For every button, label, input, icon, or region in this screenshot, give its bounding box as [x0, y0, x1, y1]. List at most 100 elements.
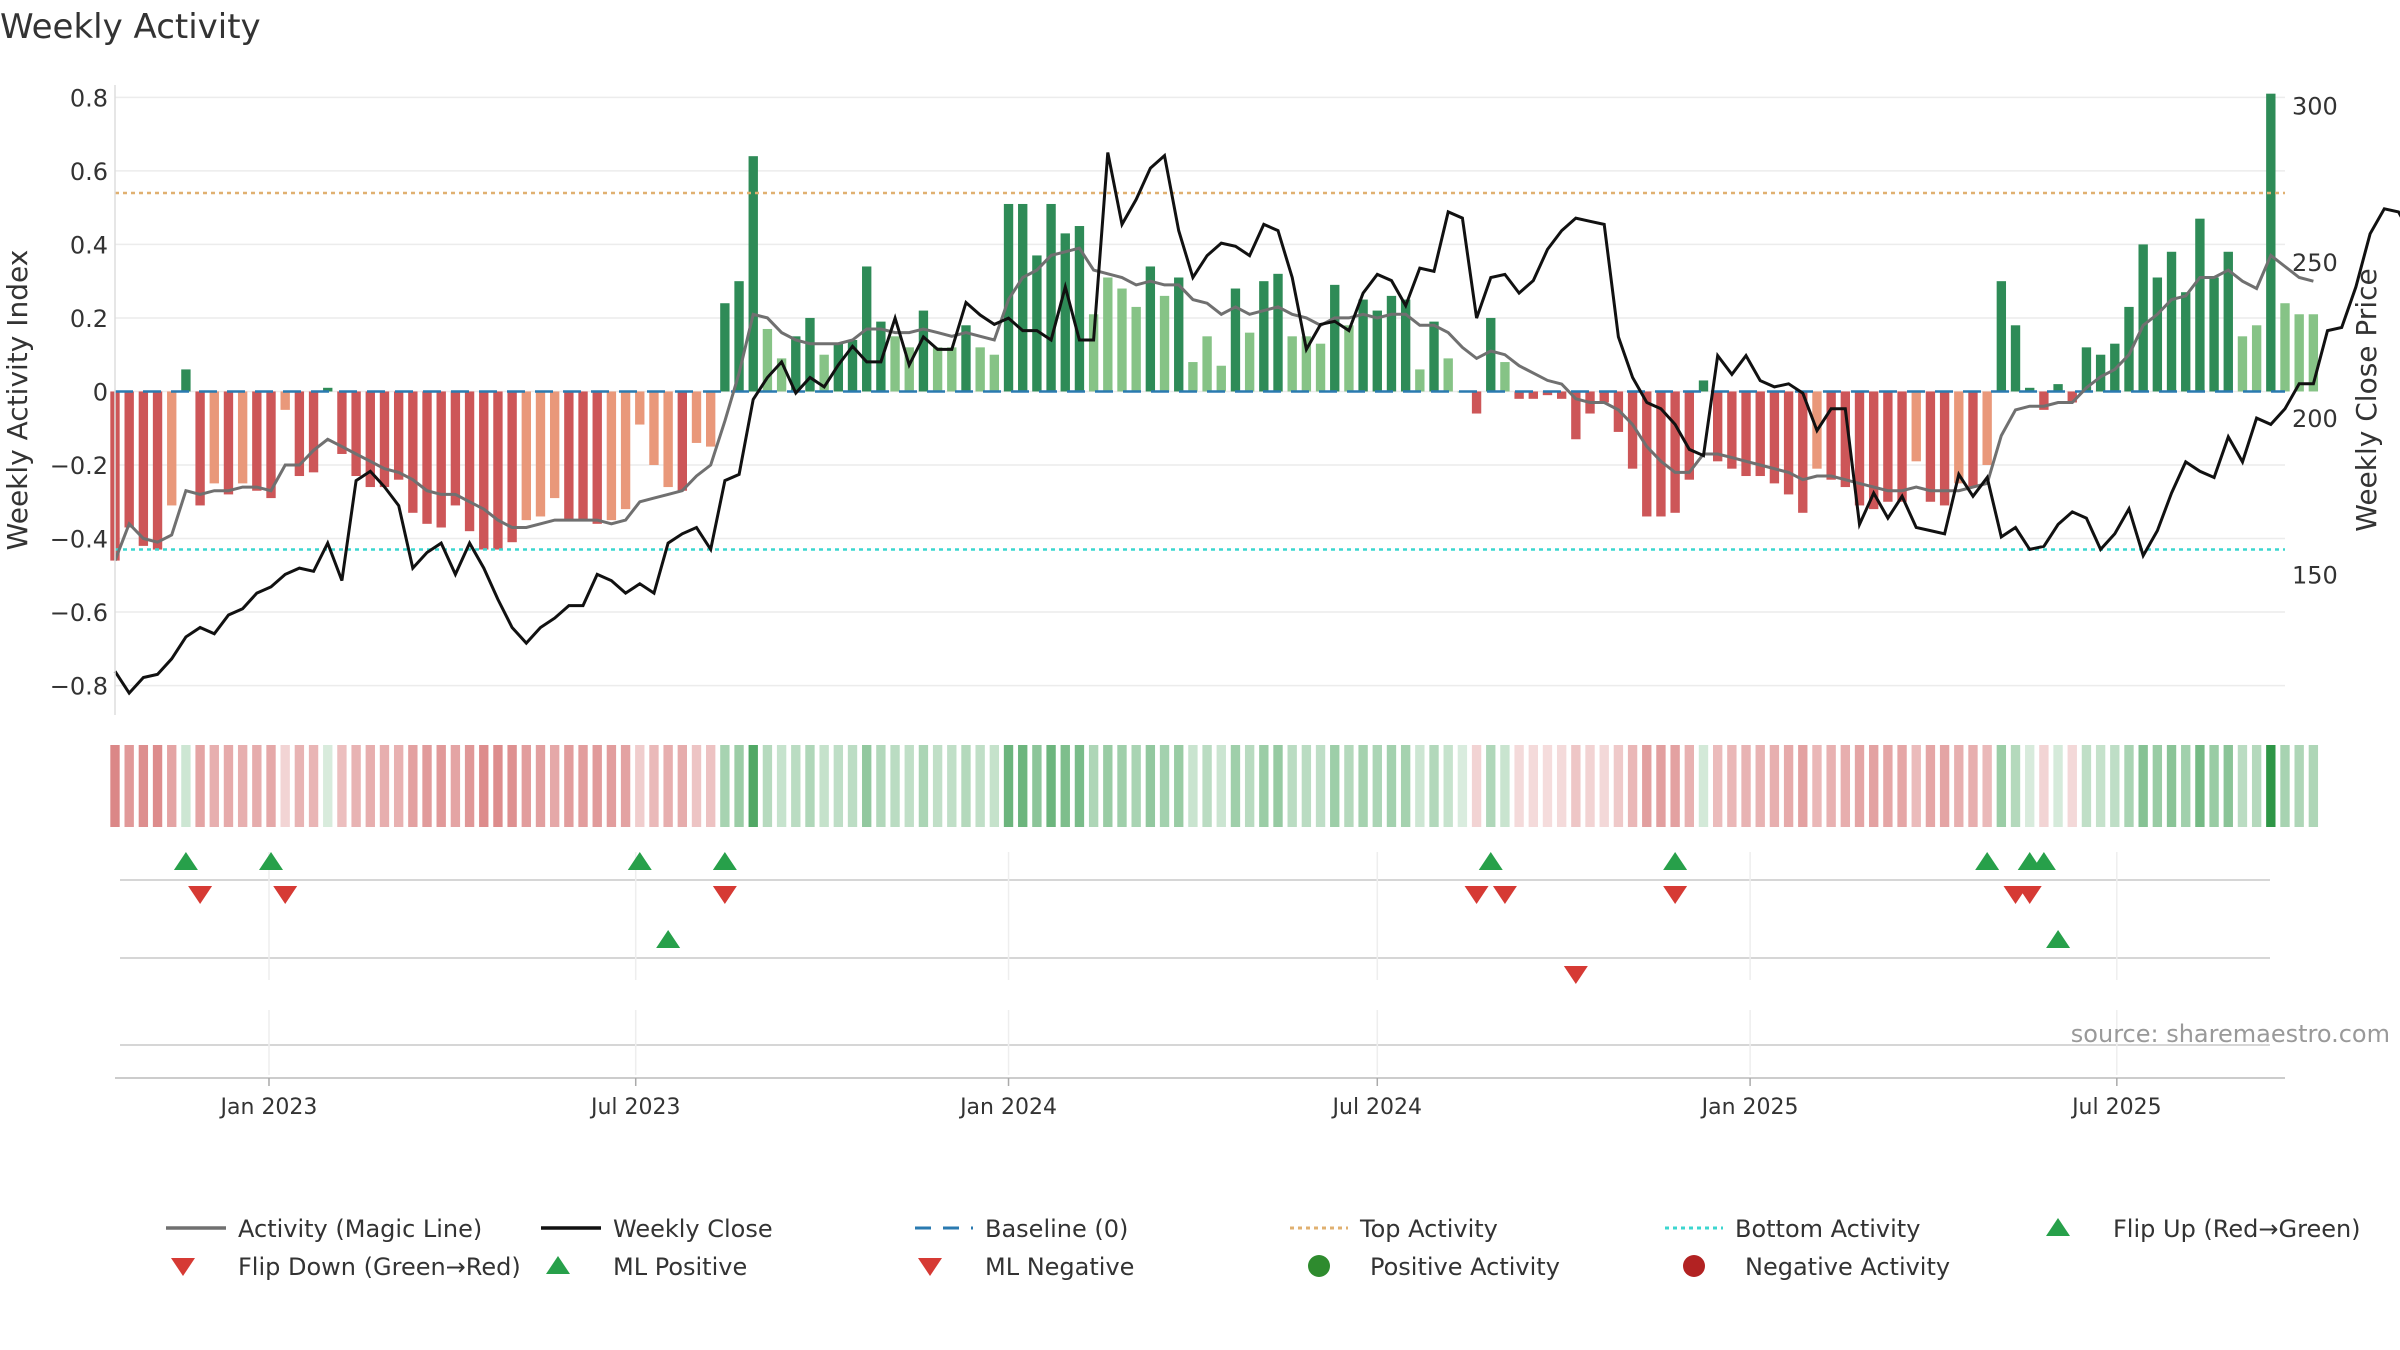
heat-strip-cell: [1344, 745, 1354, 827]
weekly-close-series: [113, 152, 2400, 696]
activity-bar: [776, 358, 787, 392]
y2-tick-label: 250: [2292, 249, 2338, 277]
heat-strip-cell: [776, 745, 787, 827]
activity-bar: [2280, 303, 2290, 392]
heat-strip-cell: [1712, 745, 1723, 827]
x-tick-label: Jan 2023: [219, 1095, 318, 1120]
heat-strip-cell: [393, 745, 404, 827]
activity-bar: [1755, 391, 1765, 477]
heat-strip-cell: [564, 745, 574, 827]
heat-strip-cell: [1954, 745, 1964, 827]
activity-bar: [521, 391, 531, 521]
activity-bar: [2124, 306, 2134, 392]
heat-strip-cell: [450, 745, 461, 827]
x-tick-label: Jul 2024: [1331, 1095, 1423, 1120]
activity-bar: [1996, 281, 2007, 392]
activity-bar: [904, 347, 914, 392]
heat-strip-cell: [1216, 745, 1226, 827]
heat-strip-cell: [252, 745, 262, 827]
activity-bar: [535, 391, 546, 517]
ml-negative-marker: [1563, 966, 1588, 984]
activity-bar: [677, 391, 688, 491]
heat-strip-cell: [1032, 745, 1042, 827]
legend-label: Flip Down (Green→Red): [238, 1253, 521, 1281]
activity-bar: [635, 391, 645, 425]
heat-strip-cell: [1046, 745, 1056, 827]
activity-bar: [1883, 391, 1893, 502]
activity-bar: [2181, 292, 2191, 392]
activity-bar: [507, 391, 517, 543]
flip-up-marker: [259, 852, 284, 870]
heat-strip-cell: [932, 745, 943, 827]
activity-bar: [932, 347, 943, 392]
heat-strip-cell: [1131, 745, 1141, 827]
activity-bar: [691, 391, 702, 443]
heat-strip-cell: [2039, 745, 2049, 827]
activity-bar: [918, 310, 929, 392]
heat-strip-cell: [2195, 745, 2205, 827]
y-tick-label: −0.8: [50, 673, 108, 701]
activity-bar: [720, 303, 730, 392]
activity-bar: [2308, 314, 2319, 392]
heat-strip-cell: [2294, 745, 2304, 827]
activity-bar: [606, 391, 617, 521]
x-axis: Jan 2023 Jul 2023 Jan 2024 Jul 2024 Jan 2025…: [115, 1077, 2285, 1120]
flip-down-marker: [1663, 886, 1688, 904]
legend-swatch: [918, 1258, 942, 1276]
heat-strip-cell: [2280, 745, 2290, 827]
heat-strip-cell: [1982, 745, 1992, 827]
heat-strip-cell: [1074, 745, 1085, 827]
heat-strip-cell: [1826, 745, 1836, 827]
activity-bar: [2195, 218, 2205, 392]
flip-down-marker: [712, 886, 737, 904]
heat-strip-cell: [606, 745, 617, 827]
heat-strip-cell: [1443, 745, 1453, 827]
activity-bar: [1911, 391, 1921, 462]
heat-strip-cell: [1968, 745, 1978, 827]
heat-strip-cell: [195, 745, 205, 827]
activity-bar: [308, 391, 319, 473]
reference-lines: [115, 191, 2285, 551]
activity-bar: [1386, 295, 1397, 392]
heat-strip-cell: [2166, 745, 2177, 827]
activity-bar: [124, 391, 134, 528]
activity-bar: [1982, 391, 1992, 465]
activity-bar: [266, 391, 276, 499]
legend-label: Flip Up (Red→Green): [2113, 1215, 2361, 1243]
activity-bar: [2294, 314, 2304, 392]
heat-strip-cell: [138, 745, 149, 827]
heat-strip-cell: [1627, 745, 1638, 827]
y-tick-label: −0.2: [50, 452, 108, 480]
activity-bar: [1826, 391, 1836, 480]
y2-tick-label: 300: [2292, 93, 2338, 121]
activity-bar: [1939, 391, 1950, 506]
activity-bar: [2025, 387, 2035, 392]
activity-bar: [819, 354, 829, 392]
heat-strip-cell: [2237, 745, 2248, 827]
activity-bar: [2152, 277, 2163, 392]
heat-strip-cell: [1854, 745, 1865, 827]
heat-strip-cell: [1145, 745, 1156, 827]
heat-strip-cell: [677, 745, 688, 827]
activity-bar: [1131, 306, 1141, 392]
activity-bar: [564, 391, 574, 521]
heat-strip-cell: [791, 745, 801, 827]
heat-strip-cell: [649, 745, 659, 827]
activity-bar: [2095, 354, 2106, 392]
heat-strip-cell: [1315, 745, 1326, 827]
activity-bar: [237, 391, 248, 484]
heat-strip-cell: [1656, 745, 1666, 827]
heat-strip-cell: [493, 745, 503, 827]
activity-bar: [1032, 255, 1042, 392]
heat-strip-cell: [152, 745, 163, 827]
legend-item-bottom-activity: Bottom Activity: [1665, 1215, 1920, 1243]
heat-strip-cell: [521, 745, 531, 827]
activity-bar: [947, 347, 957, 392]
activity-bar: [1188, 362, 1198, 392]
activity-bar: [2138, 244, 2148, 392]
heat-strip-cell: [479, 745, 489, 827]
flip-down-marker: [1492, 886, 1517, 904]
heat-strip-cell: [1188, 745, 1198, 827]
activity-bar: [152, 391, 163, 550]
heat-strip-cell: [2308, 745, 2319, 827]
